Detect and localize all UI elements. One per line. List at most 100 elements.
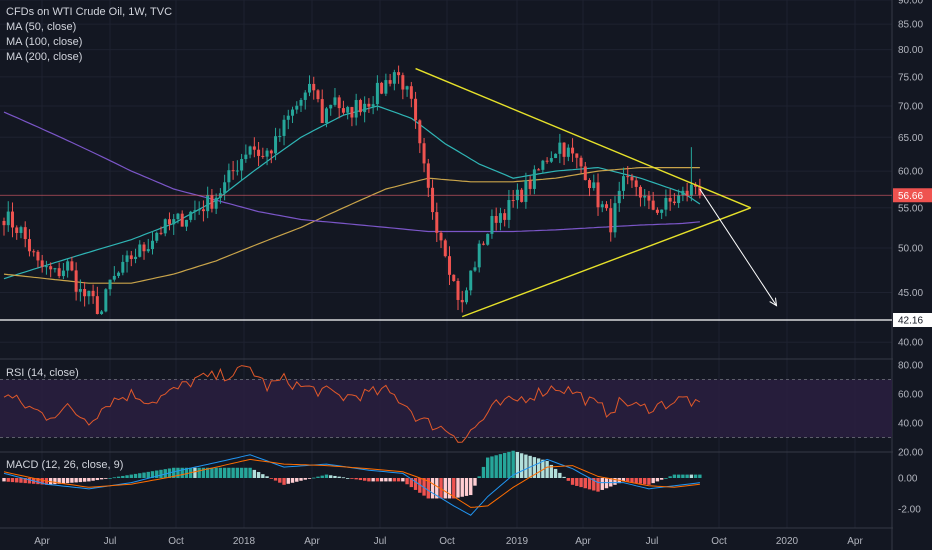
macd-histogram-bar bbox=[82, 478, 87, 482]
macd-histogram-bar bbox=[2, 478, 6, 482]
macd-histogram-bar bbox=[388, 478, 392, 482]
rsi-legend[interactable]: RSI (14, close) bbox=[6, 367, 79, 379]
candle-down bbox=[320, 99, 324, 124]
candle-down bbox=[435, 212, 439, 233]
candle-down bbox=[418, 120, 422, 144]
candle-up bbox=[486, 233, 490, 245]
candle-down bbox=[10, 211, 14, 228]
upper-trendline[interactable] bbox=[415, 67, 752, 209]
price-tick-label: 70.00 bbox=[898, 102, 923, 113]
arrow-head-icon[interactable] bbox=[769, 297, 778, 307]
rsi-tick-label: 40.00 bbox=[898, 419, 923, 430]
price-tick-label: 50.00 bbox=[898, 244, 923, 255]
candle-up bbox=[278, 135, 282, 137]
support-price-label: 42.16 bbox=[898, 316, 923, 327]
ma200-label[interactable]: MA (200, close) bbox=[6, 51, 83, 63]
macd-histogram-bar bbox=[409, 478, 414, 488]
candle-down bbox=[545, 160, 549, 162]
projection-arrow[interactable] bbox=[699, 188, 777, 306]
candle-down bbox=[571, 147, 575, 154]
macd-histogram-bar bbox=[566, 478, 571, 481]
macd-histogram-bar bbox=[562, 476, 566, 478]
macd-histogram-bar bbox=[324, 474, 329, 478]
candle-up bbox=[87, 290, 91, 297]
macd-histogram-bar bbox=[172, 467, 176, 478]
macd-histogram-bar bbox=[159, 469, 163, 478]
candle-down bbox=[634, 180, 638, 187]
last-price-tag[interactable] bbox=[893, 188, 932, 203]
ma50-label[interactable]: MA (50, close) bbox=[6, 21, 77, 33]
macd-histogram-bar bbox=[358, 478, 363, 481]
macd-histogram-bar bbox=[396, 478, 401, 482]
candle-up bbox=[469, 270, 473, 291]
macd-histogram-bar bbox=[655, 478, 660, 482]
macd-histogram-bar bbox=[138, 473, 142, 478]
candle-up bbox=[163, 219, 167, 234]
macd-histogram-bar bbox=[150, 471, 155, 478]
candle-up bbox=[78, 289, 82, 292]
candle-down bbox=[439, 232, 443, 241]
candle-up bbox=[104, 289, 108, 312]
candle-up bbox=[329, 104, 333, 109]
macd-histogram-bar bbox=[698, 474, 702, 478]
macd-histogram-bar bbox=[27, 478, 32, 484]
symbol-title[interactable]: CFDs on WTI Crude Oil, 1W, TVC bbox=[6, 6, 173, 18]
macd-histogram-bar bbox=[515, 451, 520, 478]
candle-up bbox=[549, 158, 553, 162]
candle-down bbox=[562, 142, 566, 157]
candle-up bbox=[61, 270, 65, 277]
candle-down bbox=[49, 266, 53, 270]
candle-up bbox=[197, 209, 201, 211]
drawings[interactable] bbox=[0, 67, 892, 321]
candle-down bbox=[201, 209, 205, 212]
candle-down bbox=[583, 166, 587, 181]
macd-histogram-bar bbox=[549, 464, 554, 478]
macd-histogram-bar bbox=[367, 478, 371, 482]
candle-down bbox=[167, 219, 171, 225]
candle-up bbox=[112, 275, 116, 280]
candle-up bbox=[405, 86, 409, 90]
candle-up bbox=[333, 97, 337, 105]
candle-up bbox=[189, 211, 193, 220]
macd-legend[interactable]: MACD (12, 26, close, 9) bbox=[6, 459, 124, 471]
macd-histogram-bar bbox=[65, 478, 70, 484]
candle-down bbox=[414, 98, 418, 121]
candle-down bbox=[337, 97, 341, 109]
macd-histogram-bar bbox=[498, 454, 503, 478]
macd-histogram-bar bbox=[99, 478, 104, 480]
candle-up bbox=[524, 180, 528, 202]
candle-up bbox=[66, 261, 70, 271]
candle-down bbox=[460, 299, 464, 303]
rsi-tick-label: 60.00 bbox=[898, 390, 923, 401]
candle-up bbox=[117, 272, 121, 276]
macd-histogram-bar bbox=[235, 467, 240, 478]
candle-down bbox=[626, 176, 630, 178]
macd-histogram-bar bbox=[447, 478, 452, 499]
time-tick-label: 2018 bbox=[233, 536, 256, 547]
candle-down bbox=[651, 200, 655, 210]
candle-down bbox=[605, 204, 609, 209]
macd-histogram-bar bbox=[460, 478, 464, 497]
macd-histogram-bar bbox=[558, 472, 562, 478]
macd-histogram-bar bbox=[371, 478, 375, 482]
lower-trendline[interactable] bbox=[461, 207, 752, 318]
support-price-tag[interactable] bbox=[893, 313, 932, 327]
candle-down bbox=[142, 244, 146, 252]
macd-histogram-bar bbox=[210, 467, 214, 478]
candle-down bbox=[443, 240, 447, 257]
price-tick-label: 45.00 bbox=[898, 288, 923, 299]
rsi-tick-label: 80.00 bbox=[898, 361, 923, 372]
candle-up bbox=[184, 219, 188, 227]
macd-histogram-bar bbox=[664, 478, 668, 479]
candle-down bbox=[350, 107, 354, 118]
rsi-line bbox=[3, 365, 701, 443]
macd-histogram-bar bbox=[435, 478, 439, 499]
candle-up bbox=[660, 209, 664, 213]
macd-histogram-bar bbox=[265, 476, 269, 478]
candle-up bbox=[100, 311, 104, 315]
macd-histogram-bar bbox=[362, 478, 367, 481]
price-axis-background bbox=[893, 0, 932, 550]
ma100-label[interactable]: MA (100, close) bbox=[6, 36, 83, 48]
candle-up bbox=[507, 200, 511, 220]
